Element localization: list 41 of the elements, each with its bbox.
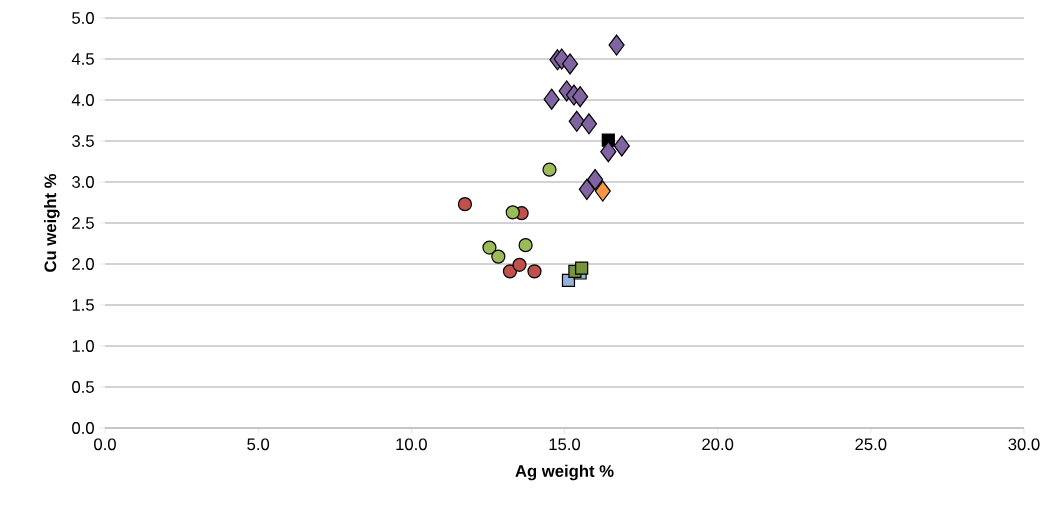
- y-tick-label: 0.0: [72, 422, 94, 434]
- y-tick-label: 1.5: [72, 299, 94, 311]
- point: [518, 238, 533, 253]
- point: [580, 113, 598, 135]
- x-tick-label: 10.0: [396, 438, 427, 451]
- y-axis-title: Cu weight %: [44, 173, 60, 272]
- x-tick-label: 25.0: [855, 438, 887, 451]
- point: [512, 257, 527, 272]
- x-tick-label: 20.0: [702, 438, 734, 451]
- point: [575, 261, 589, 275]
- point: [542, 162, 557, 177]
- point: [613, 135, 630, 157]
- point: [578, 178, 595, 200]
- point: [608, 34, 625, 56]
- x-tick-label: 5.0: [247, 438, 270, 451]
- point: [561, 53, 579, 75]
- x-tick-label: 15.0: [549, 438, 581, 451]
- point: [482, 240, 497, 255]
- point: [600, 141, 617, 163]
- point: [568, 110, 585, 132]
- y-tick-label: 5.0: [72, 12, 94, 24]
- point: [594, 180, 611, 202]
- y-tick-label: 2.5: [72, 217, 94, 229]
- point: [491, 249, 506, 264]
- x-tick-label: 30.0: [1008, 438, 1040, 451]
- point: [502, 264, 518, 279]
- point: [572, 86, 589, 108]
- y-tick-label: 4.0: [71, 94, 94, 106]
- y-tick-label: 3.5: [72, 135, 94, 147]
- point: [505, 205, 520, 220]
- y-tick-label: 2.0: [72, 258, 94, 270]
- y-tick-label: 4.5: [71, 53, 94, 65]
- point: [543, 88, 560, 110]
- point: [457, 197, 473, 212]
- y-tick-label: 3.0: [72, 176, 94, 188]
- x-tick-label: 0.0: [94, 438, 116, 451]
- point: [587, 168, 604, 191]
- x-axis-title: Ag weight %: [515, 464, 614, 481]
- point: [527, 264, 542, 279]
- y-tick-label: 0.5: [72, 381, 94, 393]
- y-tick-label: 1.0: [72, 340, 94, 352]
